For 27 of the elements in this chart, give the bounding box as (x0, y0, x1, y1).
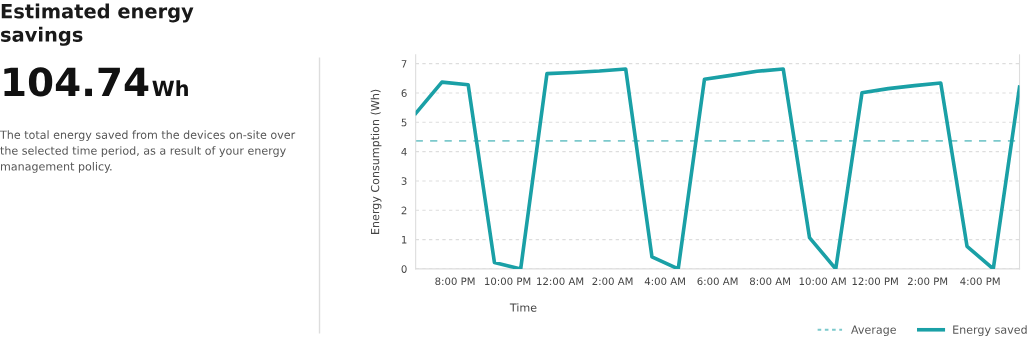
x-tick-label: 10:00 PM (485, 277, 531, 286)
legend-label: Average (851, 325, 896, 336)
x-tick-label: 12:00 PM (852, 277, 898, 286)
text: The total energy saved from the devices on-site over the selected time period, as a result of your energy management policy. (0, 130, 296, 173)
y-tick-label: 6 (401, 89, 407, 97)
text: Wh (152, 80, 188, 97)
text: 104.74 (4, 67, 149, 97)
y-tick-label: 1 (402, 236, 407, 244)
x-tick-label: 4:00 AM (644, 277, 685, 286)
x-tick-label: 10:00 AM (799, 277, 846, 286)
x-axis-title: Time (509, 303, 537, 312)
x-tick-label: 2:00 AM (592, 277, 633, 286)
y-tick-label: 2 (401, 206, 407, 215)
x-tick-label: 12:00 AM (537, 277, 584, 286)
y-tick-label: 0 (401, 265, 407, 273)
x-tick-label: 2:00 PM (907, 277, 948, 286)
y-tick-label: 7 (401, 60, 407, 68)
y-axis-title: Energy Consumption (Wh) (370, 89, 382, 234)
legend-label: Energy saved (953, 325, 1027, 336)
text: Estimated energy savings (1, 3, 194, 46)
y-tick-label: 4 (401, 148, 407, 156)
x-tick-label: 4:00 PM (960, 277, 1000, 286)
x-tick-label: 8:00 PM (435, 277, 475, 286)
y-tick-label: 3 (401, 177, 407, 185)
x-tick-label: 8:00 AM (749, 277, 790, 286)
y-tick-label: 5 (401, 118, 407, 127)
x-tick-label: 6:00 AM (697, 277, 738, 286)
